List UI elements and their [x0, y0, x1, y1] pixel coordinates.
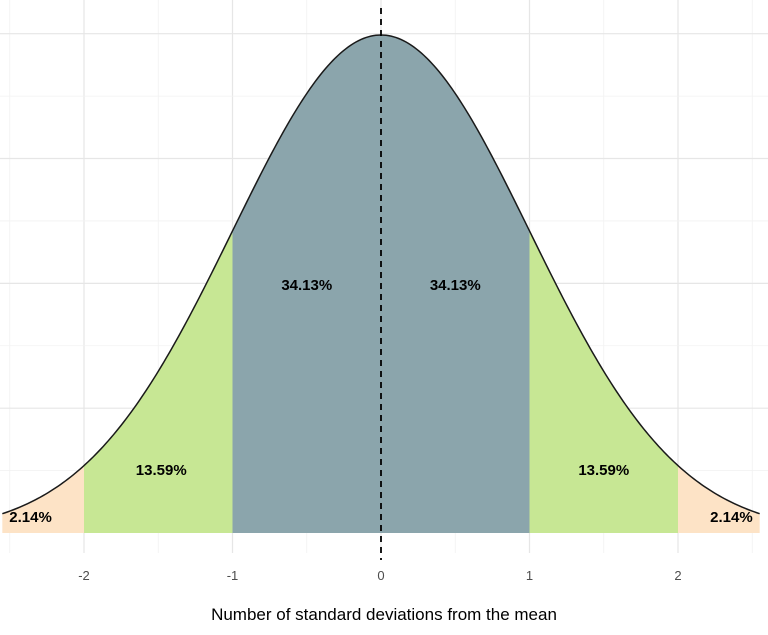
- x-tick-label: 1: [526, 568, 533, 583]
- band-area-2: [232, 35, 381, 533]
- band-label-4: 13.59%: [578, 462, 629, 479]
- band-label-3: 34.13%: [430, 277, 481, 294]
- band-label-0: 2.14%: [9, 509, 52, 526]
- x-axis-ticks: -2 -1 0 1 2: [78, 568, 681, 583]
- band-area-3: [381, 35, 530, 533]
- band-label-1: 13.59%: [136, 462, 187, 479]
- band-label-2: 34.13%: [281, 277, 332, 294]
- x-tick-label: -2: [78, 568, 90, 583]
- band-label-5: 2.14%: [710, 509, 753, 526]
- shaded-bands: [2, 35, 760, 533]
- x-tick-label: 2: [674, 568, 681, 583]
- x-axis-title: Number of standard deviations from the m…: [211, 605, 557, 624]
- x-tick-label: 0: [377, 568, 384, 583]
- band-labels: 2.14% 13.59% 34.13% 34.13% 13.59% 2.14%: [9, 277, 752, 526]
- x-tick-label: -1: [227, 568, 239, 583]
